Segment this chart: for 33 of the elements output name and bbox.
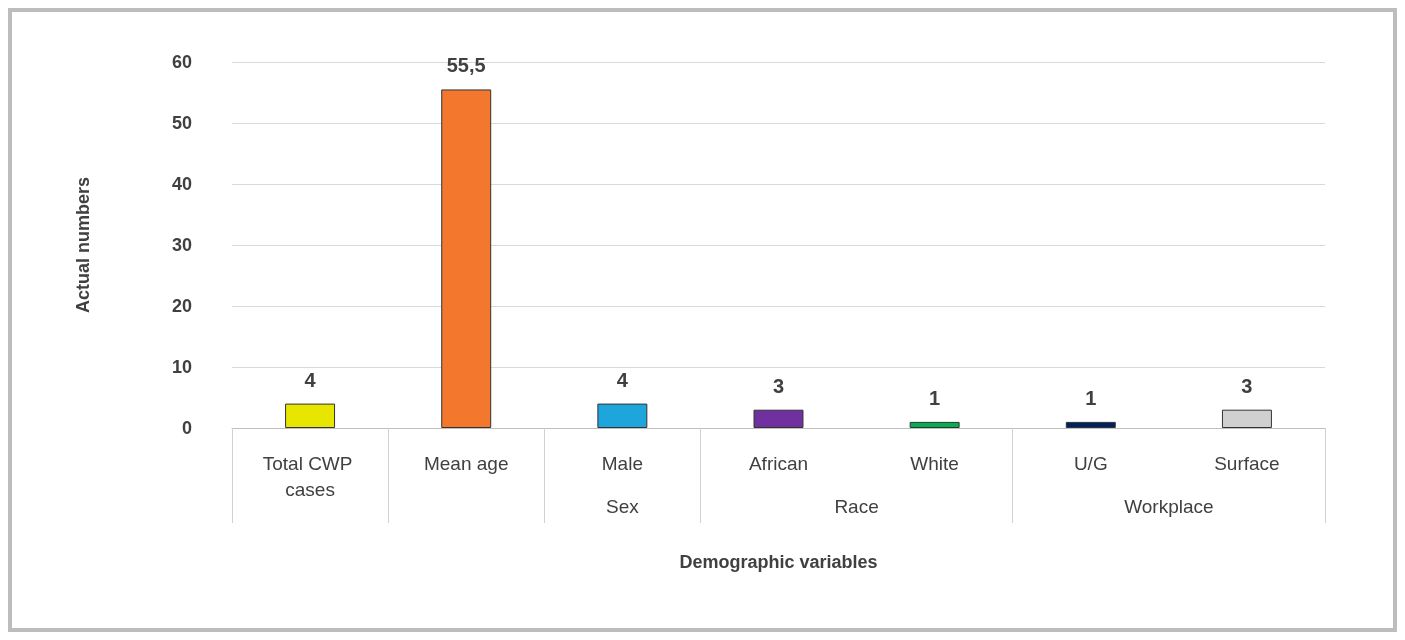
data-label: 3 — [1241, 374, 1253, 397]
x-tick-label: White — [910, 452, 959, 474]
bar — [1065, 421, 1116, 428]
y-tick-label: 50 — [171, 113, 192, 133]
bar — [441, 89, 492, 428]
data-label: 1 — [929, 386, 941, 409]
x-tick-label: Mean age — [423, 452, 509, 474]
data-label: 4 — [616, 368, 629, 391]
bar — [1221, 409, 1272, 428]
x-tick-label: U/G — [1073, 452, 1108, 474]
data-label: 3 — [772, 374, 785, 397]
x-tick-label: Male — [601, 452, 643, 474]
bar — [597, 403, 648, 428]
y-tick-label: 30 — [171, 235, 192, 255]
y-axis-title: Actual numbers — [73, 176, 93, 314]
data-label: 55,5 — [446, 54, 486, 77]
x-tick-label: Surface — [1214, 452, 1280, 474]
bar — [753, 409, 804, 428]
x-axis-title: Demographic variables — [679, 552, 878, 572]
text: Workplace — [1124, 495, 1214, 517]
bar — [285, 403, 336, 428]
text: Sex — [605, 495, 640, 517]
y-tick-label: 10 — [171, 357, 192, 377]
data-label: 4 — [304, 368, 317, 391]
y-tick-label: 60 — [171, 52, 192, 72]
x-tick-label: African — [748, 452, 809, 474]
bar — [909, 421, 960, 428]
y-tick-label: 20 — [171, 296, 192, 316]
x-tick-label: Total CWP cases — [262, 452, 358, 500]
y-tick-label: 40 — [171, 174, 192, 194]
data-label: 1 — [1085, 386, 1097, 409]
text: Race — [834, 495, 879, 517]
y-tick-label: 0 — [181, 418, 192, 438]
